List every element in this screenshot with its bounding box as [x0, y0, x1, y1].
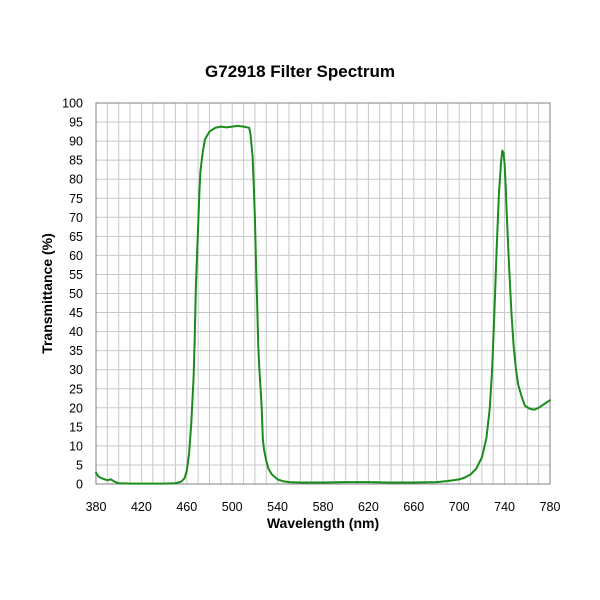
y-tick-label: 45 [69, 306, 83, 320]
x-tick-label: 700 [449, 500, 470, 514]
x-tick-label: 540 [267, 500, 288, 514]
y-tick-label: 25 [69, 382, 83, 396]
x-tick-label: 740 [494, 500, 515, 514]
y-tick-label: 40 [69, 325, 83, 339]
y-tick-label: 15 [69, 420, 83, 434]
x-axis-label: Wavelength (nm) [267, 515, 379, 531]
y-tick-label: 5 [76, 458, 83, 472]
plot-area-frame [95, 102, 551, 485]
y-tick-label: 65 [69, 230, 83, 244]
y-tick-label: 70 [69, 211, 83, 225]
y-tick-label: 20 [69, 401, 83, 415]
x-tick-label: 460 [176, 500, 197, 514]
y-tick-label: 10 [69, 439, 83, 453]
transmittance-line [95, 124, 551, 485]
x-tick-labels: 380 420 460 500 540 580 620 660 700 740 780 [86, 500, 561, 514]
grid-lines [95, 102, 551, 485]
x-tick-label: 780 [540, 500, 561, 514]
y-axis-label: Transmittance (%) [39, 233, 55, 354]
chart-title: G72918 Filter Spectrum [205, 62, 395, 81]
x-tick-label: 500 [222, 500, 243, 514]
y-tick-label: 90 [69, 135, 83, 149]
x-tick-label: 420 [131, 500, 152, 514]
y-tick-label: 85 [69, 154, 83, 168]
y-tick-label: 0 [76, 478, 83, 492]
x-tick-label: 580 [313, 500, 334, 514]
x-tick-label: 620 [358, 500, 379, 514]
y-tick-label: 30 [69, 363, 83, 377]
y-tick-labels: 0 5 10 15 20 25 30 35 40 45 50 55 60 65 70 75 80 85 90 95 10… [62, 97, 83, 492]
y-tick-label: 35 [69, 344, 83, 358]
y-tick-label: 60 [69, 249, 83, 263]
y-tick-label: 75 [69, 192, 83, 206]
y-tick-label: 80 [69, 173, 83, 187]
x-tick-label: 660 [403, 500, 424, 514]
y-tick-label: 100 [62, 97, 83, 111]
y-tick-label: 95 [69, 116, 83, 130]
y-tick-label: 55 [69, 268, 83, 282]
y-tick-label: 50 [69, 287, 83, 301]
x-tick-label: 380 [86, 500, 107, 514]
